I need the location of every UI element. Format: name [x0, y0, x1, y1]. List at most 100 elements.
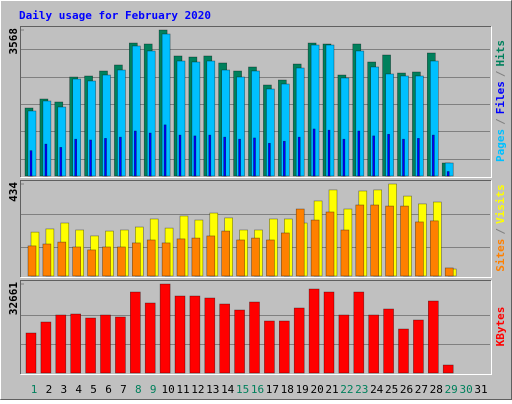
- bar: [383, 308, 394, 374]
- bar: [178, 134, 182, 177]
- legend: Sites / Visits: [494, 184, 507, 272]
- legend-separator: /: [494, 228, 507, 235]
- x-tick-label: 8: [135, 383, 142, 396]
- bar: [355, 204, 365, 277]
- bar: [357, 130, 361, 177]
- bar: [297, 136, 301, 177]
- x-tick-label: 11: [176, 383, 189, 396]
- legend-entry: Hits: [494, 40, 507, 67]
- bar: [340, 229, 350, 277]
- bar: [89, 139, 92, 177]
- bar: [442, 364, 454, 374]
- bar: [353, 291, 365, 374]
- bar: [278, 320, 290, 374]
- bar: [44, 143, 48, 177]
- x-tick-label: 6: [105, 383, 112, 396]
- x-tick-label: 5: [90, 383, 97, 396]
- bar: [251, 237, 260, 277]
- legend: KBytes: [494, 307, 507, 347]
- bar: [104, 138, 107, 177]
- bar: [323, 291, 335, 374]
- bar: [295, 208, 305, 277]
- x-tick-label: 13: [206, 383, 219, 396]
- bar: [385, 205, 394, 277]
- x-tick-label: 22: [340, 383, 353, 396]
- legend-separator: /: [494, 70, 507, 77]
- bar: [264, 320, 275, 374]
- bar: [368, 314, 380, 374]
- x-tick-label: 31: [474, 383, 487, 396]
- bar: [115, 316, 126, 374]
- panel-edge: [20, 26, 491, 177]
- bar: [130, 291, 141, 374]
- bar: [72, 246, 81, 277]
- y-tick-label: 3568: [7, 28, 20, 55]
- legend-entry: Pages: [494, 129, 507, 162]
- bar: [146, 239, 156, 277]
- bar: [85, 317, 96, 374]
- x-tick-label: 24: [370, 383, 384, 396]
- x-tick-label: 16: [251, 383, 264, 396]
- x-tick-label: 12: [191, 383, 204, 396]
- bar: [312, 128, 316, 177]
- chart-title: Daily usage for February 2020: [19, 9, 211, 22]
- panel-edge: [20, 280, 492, 375]
- bar: [176, 238, 186, 277]
- x-tick-label: 28: [430, 383, 443, 396]
- legend-entry: KBytes: [494, 307, 507, 347]
- bar: [219, 303, 230, 374]
- bar: [132, 242, 141, 277]
- bar: [27, 245, 37, 277]
- x-tick-label: 7: [120, 383, 127, 396]
- bar: [193, 135, 197, 177]
- bar: [400, 205, 409, 277]
- bar: [223, 136, 226, 177]
- bar: [221, 230, 230, 277]
- bar: [234, 309, 245, 374]
- bar: [293, 307, 305, 374]
- x-tick-label: 10: [161, 383, 174, 396]
- legend-entry: Sites: [494, 239, 507, 272]
- bar: [204, 297, 216, 374]
- bar: [119, 136, 122, 177]
- x-tick-label: 18: [281, 383, 294, 396]
- bar: [282, 140, 286, 177]
- x-tick-label: 27: [415, 383, 428, 396]
- bar: [249, 301, 260, 374]
- bar: [387, 133, 390, 177]
- bar: [189, 295, 201, 374]
- x-tick-label: 4: [75, 383, 82, 396]
- bar: [370, 204, 380, 277]
- bar: [42, 243, 52, 277]
- x-tick-label: 20: [310, 383, 323, 396]
- bar: [253, 137, 256, 177]
- bar: [174, 295, 186, 374]
- bar: [427, 300, 439, 374]
- bar: [325, 211, 335, 277]
- bar: [87, 249, 96, 277]
- x-tick-label: 26: [400, 383, 413, 396]
- legend-separator: /: [494, 118, 507, 125]
- panel-edge: [20, 26, 492, 178]
- legend-entry: Visits: [494, 184, 507, 224]
- bar: [417, 138, 420, 177]
- bar: [102, 246, 111, 277]
- x-tick-label: 9: [150, 383, 157, 396]
- bar: [29, 150, 33, 177]
- bar: [159, 283, 171, 374]
- bar: [161, 242, 171, 277]
- bar: [308, 288, 320, 374]
- bar: [402, 138, 405, 177]
- panel-edge: [20, 280, 491, 374]
- x-tick-label: 29: [445, 383, 458, 396]
- bar: [236, 239, 245, 277]
- bar: [342, 138, 346, 177]
- x-tick-label: 14: [221, 383, 235, 396]
- x-tick-label: 21: [325, 383, 338, 396]
- bar: [429, 220, 439, 277]
- bar: [444, 267, 454, 277]
- x-tick-label: 19: [296, 383, 309, 396]
- bar: [338, 314, 350, 374]
